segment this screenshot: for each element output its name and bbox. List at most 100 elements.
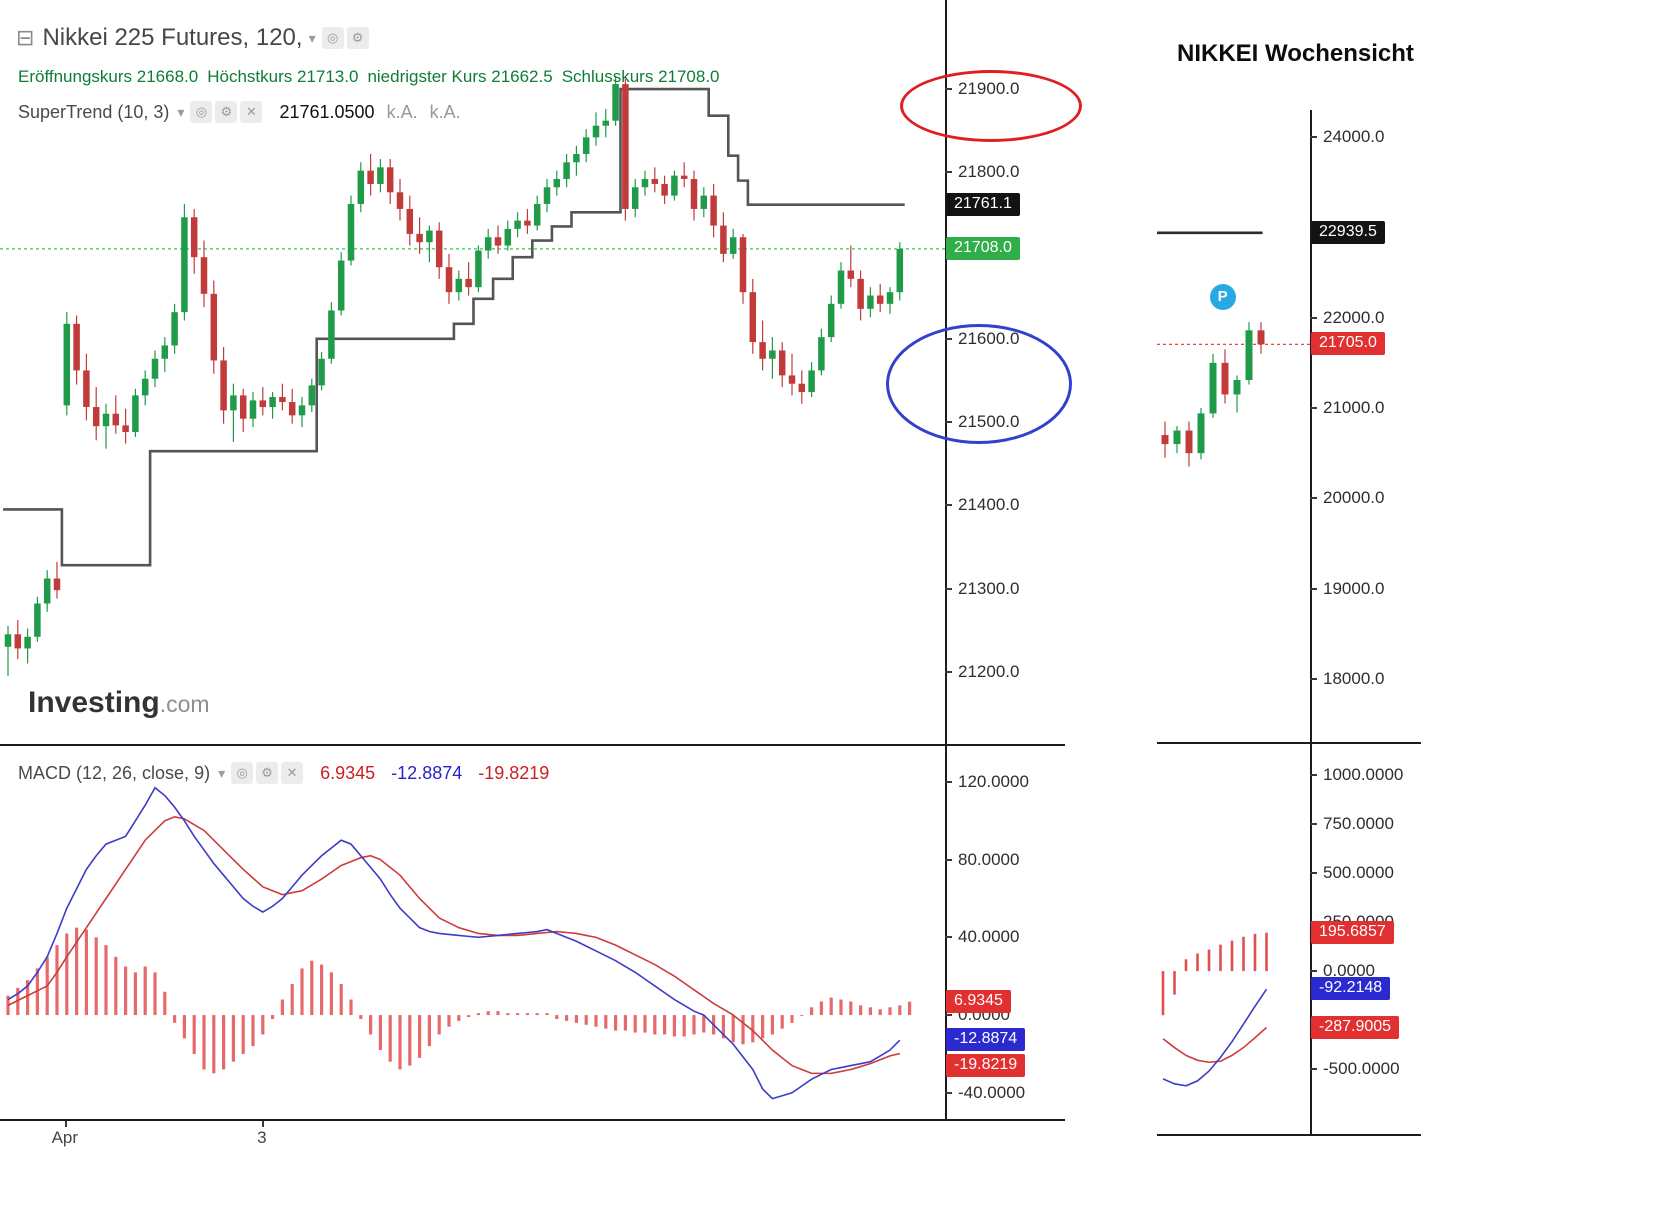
chevron-down-icon[interactable]: ▾	[308, 29, 316, 46]
axis-tick-mark	[1310, 497, 1317, 500]
weekly-axis-line	[1310, 110, 1312, 1135]
ohlc-readout: Eröffnungskurs 21668.0 Höchstkurs 21713.…	[18, 67, 720, 87]
weekly-price-chart[interactable]	[1157, 110, 1310, 743]
annotation-ellipse-resistance[interactable]	[900, 70, 1082, 142]
price-label: 6.9345	[946, 989, 1011, 1013]
supertrend-value: 21761.0500	[279, 101, 375, 122]
price-label: 22939.5	[1311, 220, 1385, 244]
axis-tick: 750.0000	[1310, 814, 1394, 833]
open-readout: Eröffnungskurs 21668.0	[18, 67, 199, 86]
axis-tick-mark	[945, 936, 952, 939]
axis-tick: 80.0000	[945, 850, 1019, 869]
axis-tick: 500.0000	[1310, 863, 1394, 882]
macd-legend: MACD (12, 26, close, 9) ▾ ◎ ⚙ ✕ 6.9345 -…	[18, 762, 549, 784]
time-axis-tick	[261, 1121, 264, 1127]
axis-tick-mark	[1310, 970, 1317, 973]
macd-line-value: -12.8874	[391, 762, 463, 783]
settings-gear-icon[interactable]: ⚙	[215, 101, 238, 123]
supertrend-na-1: k.A.	[386, 101, 418, 122]
weekly-macd-chart[interactable]	[1157, 745, 1310, 1135]
axis-tick-mark	[1310, 316, 1317, 319]
chevron-down-icon[interactable]: ▾	[218, 764, 226, 781]
time-axis-label: 3	[257, 1128, 267, 1147]
axis-tick: 22000.0	[1310, 308, 1384, 327]
axis-tick: 120.0000	[945, 772, 1029, 791]
main-macd-chart[interactable]	[0, 745, 945, 1120]
p-marker-badge: P	[1209, 283, 1236, 310]
axis-tick: 21300.0	[945, 579, 1019, 598]
macd-title[interactable]: MACD (12, 26, close, 9)	[18, 762, 211, 783]
axis-tick-mark	[945, 780, 952, 783]
close-icon[interactable]: ✕	[281, 762, 304, 784]
symbol-title[interactable]: Nikkei 225 Futures, 120,	[42, 24, 303, 51]
axis-tick: 18000.0	[1310, 669, 1384, 688]
weekly-bottom-line	[1157, 1134, 1421, 1136]
annotation-ellipse-support[interactable]	[886, 324, 1072, 444]
price-label: 21705.0	[1311, 332, 1385, 356]
axis-tick-mark	[945, 1091, 952, 1094]
main-price-chart[interactable]	[0, 0, 945, 745]
close-readout: Schlusskurs 21708.0	[561, 67, 720, 86]
axis-tick: 0.0000	[1310, 961, 1375, 980]
supertrend-title[interactable]: SuperTrend (10, 3)	[18, 101, 170, 122]
time-axis-tick	[64, 1121, 67, 1127]
axis-tick: 19000.0	[1310, 579, 1384, 598]
axis-tick-mark	[1310, 823, 1317, 826]
axis-tick: -40.0000	[945, 1083, 1025, 1102]
settings-gear-icon[interactable]: ⚙	[256, 762, 279, 784]
axis-tick: 21400.0	[945, 495, 1019, 514]
axis-tick-mark	[1310, 872, 1317, 875]
axis-tick: 20000.0	[1310, 488, 1384, 507]
axis-tick: -500.0000	[1310, 1059, 1400, 1078]
visibility-toggle-icon[interactable]: ◎	[231, 762, 254, 784]
axis-tick-mark	[945, 171, 952, 174]
high-readout: Höchstkurs 21713.0	[207, 67, 359, 86]
main-symbol-legend: ⊟ Nikkei 225 Futures, 120, ▾ ◎ ⚙	[16, 24, 372, 52]
axis-tick-mark	[945, 670, 952, 673]
axis-tick-mark	[1310, 1068, 1317, 1071]
collapse-pane-icon[interactable]: ⊟	[16, 25, 35, 50]
axis-tick-mark	[945, 1014, 952, 1017]
price-label: -19.8219	[946, 1053, 1026, 1077]
axis-tick-mark	[1310, 136, 1317, 139]
axis-tick: 1000.0000	[1310, 765, 1403, 784]
axis-tick: 40.0000	[945, 927, 1019, 946]
time-axis-label: Apr	[51, 1128, 79, 1147]
main-price-axis-line	[945, 0, 947, 1120]
price-label: -12.8874	[946, 1028, 1026, 1052]
main-price-axis[interactable]: 21900.0 21800.0 21600.0 21500.0 21400.0 21300…	[945, 0, 1075, 1221]
weekly-price-axis[interactable]: 24000.0 22000.0 21000.0 20000.0 19000.0 18000…	[1310, 0, 1440, 1221]
macd-signal-value: -19.8219	[478, 762, 550, 783]
price-label: -92.2148	[1311, 977, 1391, 1001]
price-label: 21761.1	[946, 192, 1020, 216]
main-panel-divider	[0, 744, 1065, 746]
visibility-toggle-icon[interactable]: ◎	[321, 27, 344, 49]
chevron-down-icon[interactable]: ▾	[177, 103, 185, 120]
axis-tick-mark	[1310, 587, 1317, 590]
weekly-panel-divider	[1157, 742, 1421, 744]
visibility-toggle-icon[interactable]: ◎	[190, 101, 213, 123]
supertrend-legend: SuperTrend (10, 3) ▾ ◎ ⚙ ✕ 21761.0500 k.…	[18, 101, 461, 123]
axis-tick-mark	[945, 587, 952, 590]
axis-tick-mark	[1310, 677, 1317, 680]
supertrend-na-2: k.A.	[429, 101, 461, 122]
axis-tick: 24000.0	[1310, 127, 1384, 146]
price-label: -287.9005	[1311, 1015, 1400, 1039]
close-icon[interactable]: ✕	[240, 101, 263, 123]
axis-tick: 21000.0	[1310, 398, 1384, 417]
axis-tick-mark	[945, 858, 952, 861]
macd-histogram-value: 6.9345	[320, 762, 376, 783]
axis-tick: 21200.0	[945, 662, 1019, 681]
investing-watermark: Investing.com	[28, 686, 210, 719]
price-label: 195.6857	[1311, 920, 1394, 944]
axis-tick: 21800.0	[945, 162, 1019, 181]
low-readout: niedrigster Kurs 21662.5	[367, 67, 553, 86]
price-label: 21708.0	[946, 236, 1020, 260]
main-time-axis-line	[0, 1119, 1065, 1121]
axis-tick-mark	[945, 504, 952, 507]
axis-tick-mark	[1310, 406, 1317, 409]
axis-tick-mark	[1310, 774, 1317, 776]
settings-gear-icon[interactable]: ⚙	[346, 27, 369, 49]
weekly-chart-title: NIKKEI Wochensicht	[1177, 40, 1414, 67]
